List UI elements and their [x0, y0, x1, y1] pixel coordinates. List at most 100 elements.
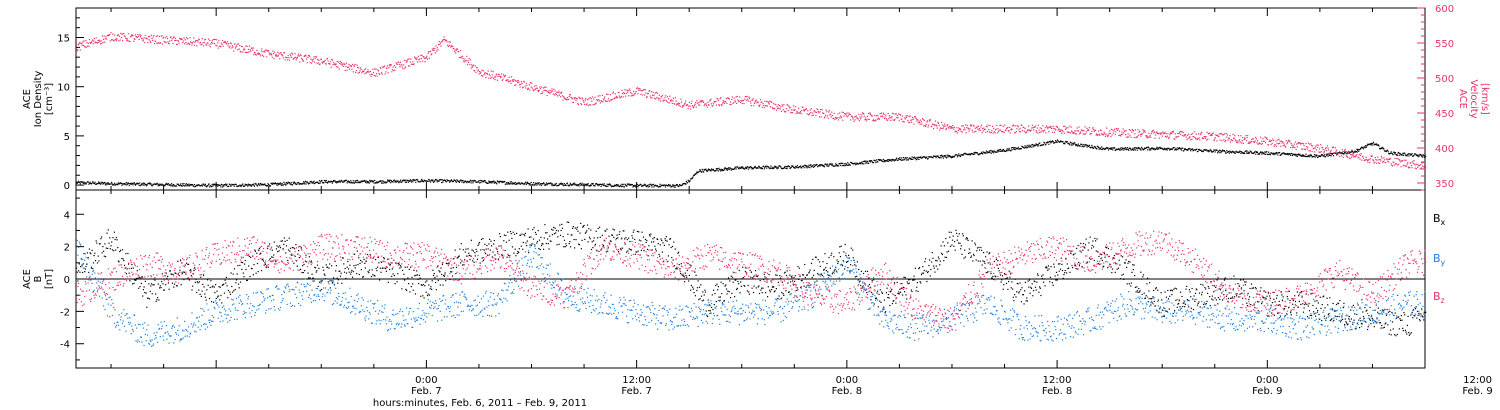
data-point	[1422, 162, 1424, 164]
data-point	[453, 48, 455, 50]
data-point	[144, 184, 146, 186]
data-point	[174, 272, 176, 274]
data-point	[1209, 150, 1211, 152]
data-point	[270, 53, 272, 55]
data-point	[677, 185, 679, 187]
data-point	[1136, 135, 1138, 138]
data-point	[173, 36, 175, 38]
data-point	[287, 59, 289, 61]
data-point	[356, 250, 358, 252]
data-point	[850, 119, 852, 121]
data-point	[1110, 136, 1112, 138]
data-point	[1244, 152, 1246, 154]
data-point	[322, 266, 324, 268]
data-point	[447, 45, 449, 48]
data-point	[799, 165, 802, 167]
data-point	[860, 162, 862, 164]
data-point	[336, 182, 338, 184]
data-point	[223, 283, 225, 285]
data-point	[927, 158, 929, 160]
data-point	[166, 183, 168, 185]
data-point	[1355, 151, 1357, 153]
data-point	[364, 262, 366, 264]
data-point	[996, 149, 998, 151]
data-point	[1210, 150, 1213, 152]
data-point	[594, 96, 596, 98]
data-point	[1006, 149, 1008, 151]
data-point	[635, 90, 637, 92]
data-point	[539, 86, 541, 88]
data-point	[626, 91, 629, 93]
data-point	[620, 97, 622, 99]
data-point	[1042, 125, 1044, 127]
data-point	[866, 120, 868, 122]
data-point	[1135, 147, 1137, 149]
data-point	[274, 263, 276, 265]
data-point	[941, 156, 943, 158]
data-point	[830, 163, 832, 165]
data-point	[773, 167, 775, 169]
data-point	[169, 270, 171, 272]
data-point	[794, 167, 796, 169]
data-point	[187, 183, 189, 186]
data-point	[1318, 155, 1320, 157]
data-point	[539, 184, 541, 186]
data-point	[390, 64, 392, 66]
data-point	[643, 89, 645, 91]
data-point	[399, 61, 402, 63]
data-point	[136, 182, 138, 184]
data-point	[705, 168, 707, 170]
data-point	[670, 186, 672, 188]
data-point	[884, 116, 886, 118]
data-point	[841, 116, 843, 118]
data-point	[536, 87, 538, 89]
data-point	[600, 100, 602, 102]
data-point	[843, 165, 845, 167]
data-point	[1387, 160, 1389, 162]
data-point	[244, 263, 246, 265]
data-point	[1010, 129, 1012, 131]
data-point	[477, 69, 479, 71]
data-point	[585, 98, 587, 100]
data-point	[379, 267, 381, 269]
data-point	[1201, 137, 1203, 139]
data-point	[321, 61, 323, 63]
data-point	[152, 278, 155, 280]
data-point	[1149, 134, 1151, 136]
data-point	[409, 61, 411, 63]
data-point	[620, 95, 622, 97]
data-point	[1215, 149, 1217, 151]
data-point	[1069, 132, 1071, 134]
data-point	[891, 112, 894, 114]
data-point	[526, 84, 528, 86]
data-point	[1115, 131, 1117, 133]
data-point	[173, 184, 175, 186]
data-point	[265, 263, 267, 265]
data-point	[1150, 136, 1152, 138]
data-point	[341, 62, 343, 64]
data-point	[1147, 146, 1149, 148]
data-point	[566, 182, 568, 184]
data-point	[947, 155, 949, 157]
data-point	[610, 99, 613, 101]
data-point	[1077, 145, 1079, 147]
data-point	[1247, 134, 1249, 137]
data-point	[507, 79, 509, 81]
data-point	[354, 253, 356, 255]
data-point	[239, 45, 241, 47]
data-point	[176, 185, 178, 187]
data-point	[730, 169, 732, 171]
data-point	[868, 118, 870, 120]
data-point	[1060, 130, 1062, 133]
data-point	[829, 113, 832, 115]
data-point	[402, 278, 404, 280]
data-point	[406, 266, 408, 268]
data-point	[322, 62, 324, 64]
data-point	[1028, 129, 1030, 131]
data-point	[980, 151, 983, 153]
data-point	[93, 40, 95, 42]
data-point	[876, 115, 878, 117]
data-point	[1229, 141, 1232, 143]
data-point	[1155, 148, 1157, 150]
data-point	[1182, 134, 1184, 137]
